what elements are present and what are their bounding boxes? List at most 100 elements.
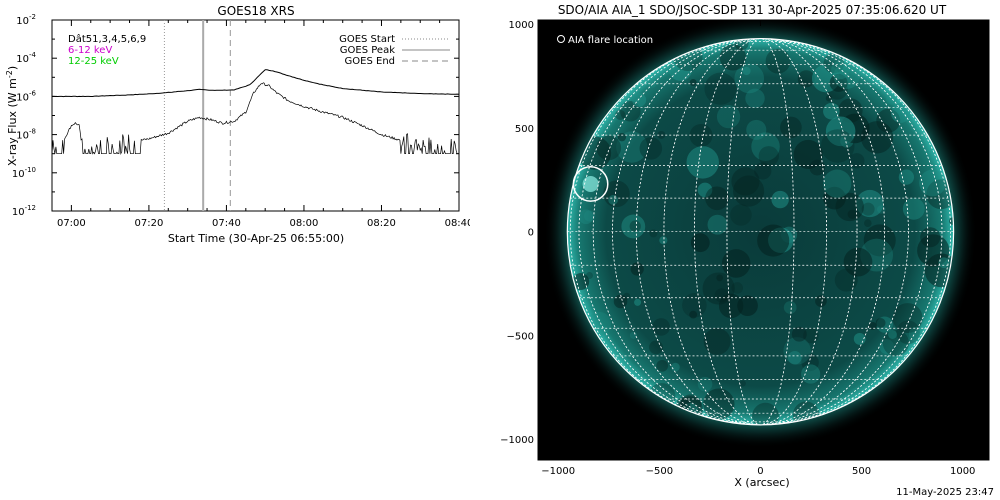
- disk-texture-blob: [721, 249, 751, 278]
- disk-texture-blob: [843, 247, 873, 277]
- heliographic-grid: [567, 38, 954, 425]
- aia-image-title: SDO/AIA AIA_1 SDO/JSOC-SDP 131 30-Apr-20…: [558, 3, 947, 17]
- legend-left-item-2: 12-25 keV: [68, 56, 119, 67]
- disk-texture-blob: [848, 153, 865, 169]
- disk-texture-blob: [719, 44, 747, 71]
- aia-xtick-label: 0: [757, 466, 763, 477]
- disk-texture-blob: [704, 72, 737, 105]
- goes-legend-right: GOES Start GOES Peak GOES End: [339, 34, 450, 67]
- disk-texture-blob: [861, 202, 875, 216]
- aia-ytick-label: 0: [528, 228, 534, 239]
- disk-texture-blob: [745, 88, 765, 109]
- goes-xtick-label: 07:00: [57, 218, 86, 229]
- disk-texture-blob: [734, 63, 765, 94]
- aia-x-axis-label: X (arcsec): [734, 476, 789, 489]
- longitude-line: [663, 38, 858, 425]
- disk-texture-blob: [758, 146, 779, 167]
- goes-plot-frame: [51, 19, 460, 212]
- aia-xtick-label: −1000: [541, 466, 575, 477]
- disk-texture-blob: [847, 209, 857, 219]
- disk-texture-blob: [737, 295, 758, 316]
- disk-texture-blob: [793, 139, 823, 169]
- goes-ytick-label: 10-10: [12, 166, 36, 180]
- goes-y-axis-label: X-ray Flux (W m-2): [5, 66, 19, 166]
- disk-texture-blob: [656, 359, 669, 372]
- goes-series-long: [52, 69, 460, 98]
- aia-ytick-label: 500: [515, 124, 534, 135]
- disk-texture-blob: [697, 182, 713, 198]
- disk-texture-blob: [730, 204, 752, 226]
- goes-ytick-label: 10-6: [16, 89, 36, 103]
- disk-texture-blob: [825, 116, 856, 147]
- disk-texture-blob: [919, 169, 946, 197]
- longitude-line: [694, 38, 827, 425]
- disk-texture-blob: [797, 70, 815, 88]
- disk-texture-blob: [647, 78, 657, 88]
- longitude-line: [612, 38, 909, 425]
- flare-legend-icon: [557, 35, 565, 43]
- disk-texture-blob: [703, 327, 731, 355]
- disk-texture-blob: [791, 326, 807, 342]
- disk-texture-blob: [833, 62, 860, 90]
- disk-texture-blob: [783, 301, 797, 314]
- disk-texture-blob: [659, 236, 668, 245]
- disk-texture-blob: [689, 310, 698, 319]
- disk-texture-blob: [863, 224, 896, 257]
- disk-texture-blob: [908, 326, 924, 342]
- goes-legend-left: Dât51,3,4,5,6,9 6-12 keV 12-25 keV: [68, 33, 146, 67]
- goes-chart-title: GOES18 XRS: [217, 4, 294, 18]
- goes-ytick-label: 10-8: [16, 128, 36, 142]
- flare-legend-label: AIA flare location: [568, 35, 653, 46]
- disk-texture-blob: [864, 219, 872, 227]
- longitude-line: [726, 38, 795, 425]
- goes-xtick-label: 08:00: [290, 218, 319, 229]
- disk-texture-blob: [686, 146, 719, 179]
- legend-goes-start-label: GOES Start: [339, 34, 395, 45]
- disk-texture-blob: [754, 162, 772, 180]
- disk-texture-blob: [716, 274, 724, 282]
- disk-texture-blob: [733, 175, 765, 207]
- disk-texture-blob: [742, 66, 751, 76]
- flare-location-circle: [572, 166, 609, 202]
- disk-texture-blob: [668, 57, 693, 81]
- disk-texture-blob: [716, 105, 741, 129]
- disk-texture-blob: [731, 282, 744, 294]
- footer-timestamp: 11-May-2025 23:47: [896, 487, 994, 498]
- disk-texture-blob: [879, 339, 895, 355]
- disk-texture-blob: [771, 190, 789, 209]
- disk-texture-blob: [752, 402, 779, 425]
- disk-texture-blob: [615, 109, 626, 120]
- longitude-line: [635, 38, 885, 425]
- disk-texture-blob: [801, 364, 821, 384]
- disk-texture-blob: [697, 376, 713, 392]
- disk-texture-blob: [652, 318, 670, 336]
- aia-solar-image-chart: SDO/AIA AIA_1 SDO/JSOC-SDP 131 30-Apr-20…: [500, 3, 990, 489]
- disk-texture-blob: [634, 298, 642, 306]
- disk-texture-blob: [868, 321, 877, 330]
- disk-texture-blob: [787, 350, 802, 365]
- disk-texture-blob: [751, 132, 780, 161]
- disk-texture-blob: [823, 102, 840, 120]
- disk-texture-blob: [902, 197, 925, 220]
- legend-left-item-1: 6-12 keV: [68, 45, 112, 56]
- disk-texture-blob: [757, 224, 790, 257]
- disk-texture-blob: [689, 79, 697, 87]
- aia-xtick-label: 1000: [950, 466, 975, 477]
- disk-texture-blob: [613, 294, 628, 309]
- disk-texture-blob: [898, 169, 915, 185]
- disk-texture-blob: [596, 135, 622, 161]
- longitude-line: [578, 38, 943, 425]
- disk-texture-blob: [886, 93, 898, 105]
- goes-xrs-chart: GOES18 XRS 10-2 10-4 10-6 10-8 10-10 10-12 07…: [5, 4, 470, 245]
- disk-texture-blob: [888, 330, 897, 339]
- disk-texture-blob: [938, 257, 950, 269]
- goes-xtick-label: 08:20: [367, 218, 396, 229]
- disk-texture-blob: [731, 167, 760, 196]
- disk-texture-blob: [876, 108, 901, 133]
- disk-texture-blob: [630, 262, 644, 276]
- disk-texture-blob: [815, 295, 827, 307]
- disk-texture-blob: [608, 194, 619, 205]
- goes-xtick-label: 07:20: [134, 218, 163, 229]
- goes-ytick-label: 10-2: [16, 13, 36, 27]
- goes-xtick-label: 08:40: [445, 218, 470, 229]
